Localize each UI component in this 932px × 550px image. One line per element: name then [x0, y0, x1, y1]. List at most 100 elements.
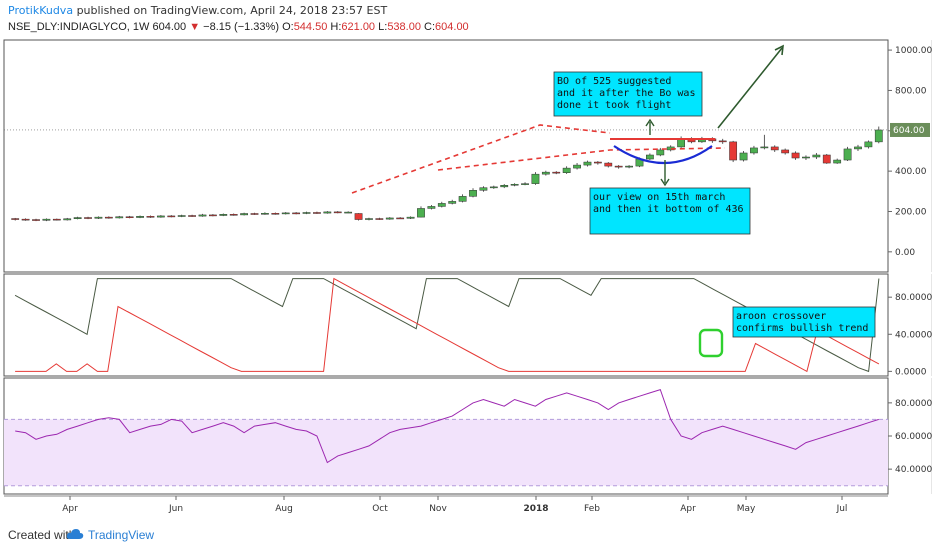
candle-body	[802, 156, 810, 159]
aroon-note-text: aroon crossover	[736, 311, 826, 322]
candle-body	[84, 217, 92, 219]
open-value: 544.50	[293, 21, 328, 33]
bo-up-arrow-head	[645, 118, 655, 127]
candle-body	[760, 146, 769, 149]
candle-body	[417, 208, 425, 218]
candle-body	[156, 215, 165, 218]
candle-body	[125, 216, 134, 218]
candle-body	[188, 215, 196, 217]
candle-body	[614, 165, 623, 168]
time-tick-label: 2018	[523, 504, 548, 514]
candle-body	[812, 154, 821, 158]
candle-body	[448, 201, 457, 204]
candle-body	[302, 212, 311, 214]
high-value: 621.00	[341, 21, 376, 33]
candle-body	[427, 206, 436, 209]
crossover-highlight	[698, 328, 724, 358]
aroon-note-text: confirms bullish trend	[736, 323, 868, 334]
candle-body	[115, 216, 124, 219]
candle-body	[209, 214, 217, 217]
candle-body	[874, 129, 883, 143]
time-tick-label: Apr	[62, 504, 78, 514]
time-tick-label: Apr	[680, 504, 696, 514]
candle-body	[32, 219, 40, 221]
bo-note-text: and it after the Bo was	[557, 88, 695, 99]
time-tick-label: Feb	[584, 504, 600, 514]
candle-body	[396, 217, 405, 220]
aroon-down-line	[15, 277, 880, 373]
close-label: C:	[424, 21, 436, 33]
aroon-tick-label: 0.0000	[895, 367, 927, 377]
panel-frame-1	[3, 273, 889, 377]
aroon-note-box	[732, 306, 876, 338]
upper-trendline	[351, 124, 611, 194]
candle-body	[167, 215, 176, 218]
publish-info: ProtikKudva published on TradingView.com…	[8, 4, 387, 17]
tradingview-link[interactable]: TradingView	[88, 528, 155, 542]
aroon-tick-label: 80.0000	[895, 293, 932, 303]
candle-body	[791, 152, 800, 159]
symbol-label: NSE_DLY:INDIAGLYCO, 1W	[8, 21, 150, 33]
candle-body	[406, 216, 415, 219]
candle-body	[718, 140, 727, 143]
target-arrow-head	[774, 44, 784, 56]
candle-body	[739, 152, 748, 161]
candle-body	[562, 167, 571, 173]
footer: Created with TradingView	[0, 520, 932, 550]
candle-body	[21, 218, 30, 221]
candle-body	[843, 148, 852, 161]
candle-body	[250, 213, 259, 215]
candle-body	[73, 217, 82, 219]
bo-note-box	[553, 71, 703, 117]
candle-body	[489, 186, 498, 189]
candle-body	[11, 218, 20, 220]
rsi-tick-label: 60.0000	[895, 432, 932, 442]
candle-body	[365, 218, 373, 220]
view-down-arrow-head	[660, 178, 670, 187]
rsi-tick-label: 40.0000	[895, 465, 932, 475]
candle-body	[604, 162, 613, 167]
candle-body	[104, 216, 113, 219]
rounding-bottom-arc	[613, 145, 713, 164]
candle-body	[781, 149, 790, 154]
candle-body	[531, 173, 540, 184]
publish-text: published on TradingView.com, April 24, …	[76, 4, 388, 17]
author-link[interactable]: ProtikKudva	[8, 4, 74, 17]
candle-body	[521, 183, 529, 185]
candle-body	[219, 214, 228, 216]
last-price-badge	[890, 122, 930, 137]
time-tick-label: Aug	[275, 504, 293, 514]
time-tick-label: Oct	[372, 504, 388, 514]
candle-body	[437, 203, 446, 207]
symbol-info: NSE_DLY:INDIAGLYCO, 1W 604.00 ▼ −8.15 (−…	[8, 21, 469, 33]
candle-body	[583, 161, 592, 166]
candle-body	[292, 212, 301, 215]
panel-frame-0	[3, 39, 889, 273]
candle-body	[177, 215, 186, 217]
tradingview-cloud-icon	[66, 529, 84, 539]
lower-trendline	[437, 147, 726, 171]
target-arrow	[717, 47, 783, 129]
candle-body	[552, 171, 561, 174]
candle-body	[864, 141, 873, 148]
price-tick-label: 400.00	[895, 167, 927, 177]
time-tick-label: Jun	[168, 504, 183, 514]
candle-body	[479, 187, 488, 191]
candle-body	[833, 159, 842, 164]
price-tick-label: 1000.00	[895, 46, 932, 56]
candle-body	[541, 171, 550, 175]
open-label: O:	[282, 21, 294, 33]
candle-body	[677, 138, 685, 148]
candle-body	[52, 218, 61, 221]
candle-body	[136, 216, 144, 218]
time-tick-label: Nov	[429, 504, 447, 514]
candle-body	[469, 190, 477, 197]
low-label: L:	[378, 21, 388, 33]
time-tick-label: Jul	[836, 504, 848, 514]
candle-body	[344, 211, 353, 214]
candle-body	[573, 164, 581, 169]
candle-body	[323, 211, 332, 214]
view-note-box	[589, 187, 751, 235]
price-tick-label: 800.00	[895, 86, 927, 96]
